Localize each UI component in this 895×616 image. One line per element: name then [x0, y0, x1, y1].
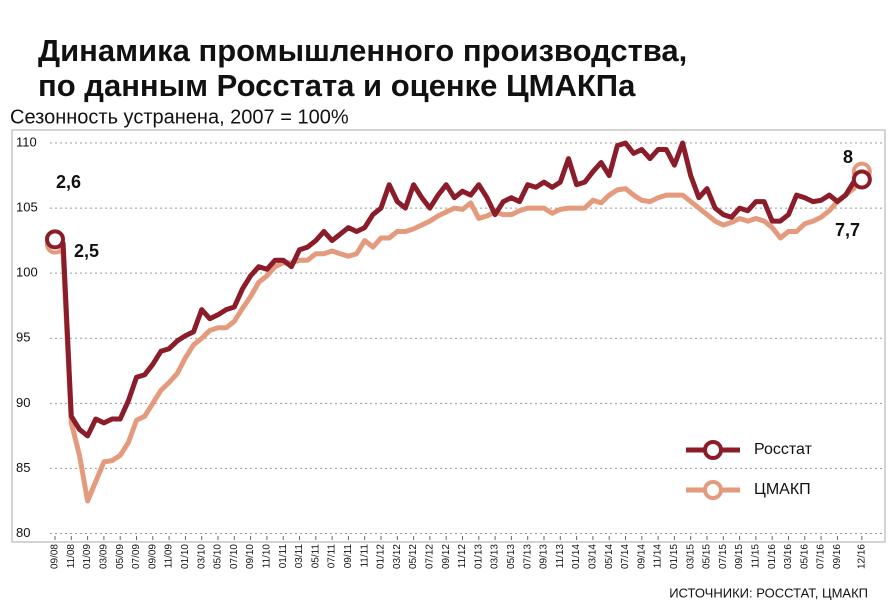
x-tick-label: 05/14 [604, 544, 615, 569]
y-tick-label: 85 [16, 460, 30, 475]
x-tick-label: 07/16 [816, 544, 827, 569]
x-tick-label: 11/12 [457, 544, 468, 569]
legend-marker [703, 480, 723, 500]
y-tick-label: 110 [16, 134, 37, 149]
x-tick-label: 11/11 [359, 544, 370, 568]
x-tick-label: 01/11 [278, 544, 289, 569]
x-tick-label: 09/09 [147, 544, 158, 569]
chart-subtitle: Сезонность устранена, 2007 = 100% [10, 106, 349, 128]
annotation: 7,7 [835, 220, 860, 240]
x-tick-label: 11/15 [751, 544, 762, 569]
y-tick-label: 105 [16, 200, 38, 215]
annotation: 8 [843, 147, 853, 167]
x-tick-label: 09/14 [636, 544, 647, 569]
y-tick-label: 95 [16, 330, 30, 345]
x-tick-label: 07/11 [327, 544, 338, 569]
x-tick-label: 01/14 [571, 544, 582, 569]
x-tick-label: 09/11 [343, 544, 354, 569]
x-tick-label: 03/14 [588, 544, 599, 569]
x-tick-label: 09/12 [441, 544, 452, 569]
x-tick-label: 11/10 [262, 544, 273, 569]
x-tick-label: 05/09 [115, 544, 126, 569]
legend-label: Росстат [754, 441, 813, 458]
x-tick-label: 05/10 [213, 544, 224, 569]
x-tick-label: 07/09 [131, 544, 142, 569]
x-tick-label: 09/10 [245, 544, 256, 569]
x-tick-label: 01/16 [767, 544, 778, 569]
x-tick-label: 09/08 [50, 544, 61, 569]
end-marker [851, 169, 872, 190]
x-tick-label: 07/14 [620, 544, 631, 569]
x-tick-label: 05/11 [310, 544, 321, 569]
end-marker [45, 229, 65, 250]
x-tick-label: 01/13 [473, 544, 484, 569]
annotation: 2,5 [74, 241, 99, 261]
x-tick-label: 03/13 [490, 544, 501, 569]
x-tick-label: 05/13 [506, 544, 517, 569]
source: ИСТОЧНИКИ: РОССТАТ, ЦМАКП [669, 585, 868, 600]
x-tick-label: 07/10 [229, 544, 240, 569]
x-tick-label: 01/10 [180, 544, 191, 569]
plot-frame [11, 129, 886, 543]
y-tick-label: 100 [16, 265, 38, 280]
legend-label: ЦМАКП [754, 481, 811, 498]
legend-marker [703, 440, 723, 460]
chart-title: Динамика промышленного производства, [38, 33, 687, 68]
annotation: 2,6 [56, 172, 81, 192]
x-tick-label: 01/12 [376, 544, 387, 569]
x-tick-label: 11/08 [66, 544, 77, 569]
y-tick-label: 90 [16, 395, 30, 410]
x-tick-label: 11/14 [653, 544, 664, 569]
x-tick-label: 03/10 [196, 544, 207, 569]
series-line [53, 170, 865, 504]
y-tick-label: 80 [16, 525, 30, 540]
x-tick-label: 03/12 [392, 544, 403, 569]
x-tick-label: 09/13 [539, 544, 550, 569]
x-tick-label: 03/15 [685, 544, 696, 569]
x-tick-label: 11/09 [164, 544, 175, 569]
x-tick-label: 07/12 [425, 544, 436, 569]
series-line [53, 140, 863, 439]
chart-title: по данным Росстата и оценке ЦМАКПа [38, 68, 636, 103]
x-tick-label: 07/13 [522, 544, 533, 569]
x-tick-label: 11/13 [555, 544, 566, 569]
x-tick-label: 07/15 [718, 544, 729, 569]
x-tick-label: 12/16 [856, 544, 867, 569]
x-tick-label: 03/09 [99, 544, 110, 569]
x-tick-label: 03/11 [294, 544, 305, 569]
x-tick-label: 03/16 [783, 544, 794, 569]
x-tick-label: 01/09 [82, 544, 93, 569]
x-tick-label: 01/15 [669, 544, 680, 569]
x-tick-label: 05/15 [702, 544, 713, 569]
x-tick-label: 05/16 [799, 544, 810, 569]
x-tick-label: 09/16 [832, 544, 843, 569]
x-tick-label: 09/15 [734, 544, 745, 569]
x-tick-label: 05/12 [408, 544, 419, 569]
